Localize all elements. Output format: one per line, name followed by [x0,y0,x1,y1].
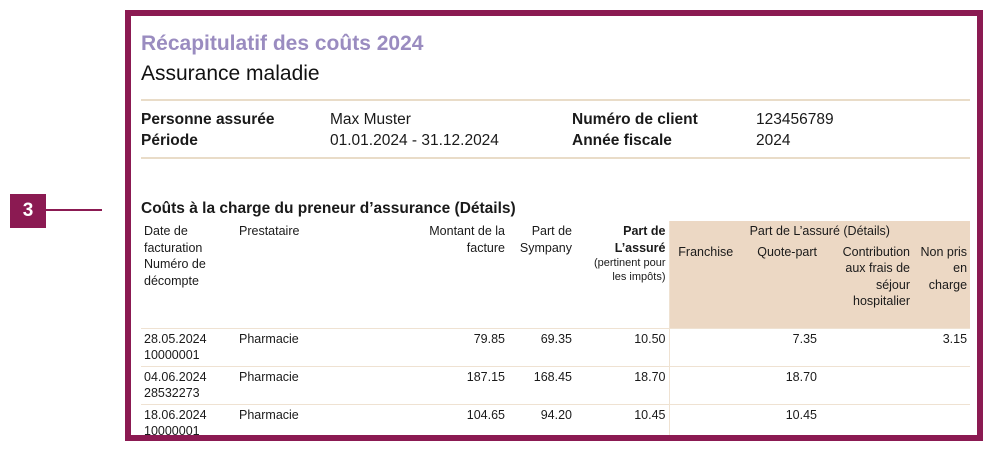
cell-sympany: 69.35 [508,327,575,366]
document-subtitle: Assurance maladie [141,62,320,85]
fiscal-year-value: 2024 [756,132,791,149]
cell-invoice: 187.15 [348,365,508,404]
header-date: Date de facturation Numéro de décompte [144,224,206,288]
cell-quote-part: 10.45 [742,403,820,435]
cell-not-covered [913,365,971,404]
cell-contribution [820,327,913,366]
table-row: 28.05.2024 10000001 Pharmacie 79.85 69.35… [141,327,971,366]
cell-quote-part: 18.70 [742,365,820,404]
table-row: 18.06.2024 10000001 Pharmacie 104.65 94.2… [141,403,971,435]
header-contribution: Contribution aux frais de séjour hospita… [820,241,913,328]
table-header-row-2: Franchise Quote-part Contribution aux fr… [141,241,971,328]
section-marker-badge: 3 [10,194,46,228]
table-header-row-1: Date de facturation Numéro de décompte P… [141,221,971,328]
costs-table: Date de facturation Numéro de décompte P… [141,221,971,435]
insured-person-value: Max Muster [330,111,411,128]
divider-top [141,99,970,101]
header-invoice-amount: Montant de la facture [429,224,505,255]
cell-insured: 10.45 [575,403,670,435]
period-label: Période [141,132,198,149]
cell-contribution [820,403,913,435]
document-title: Récapitulatif des coûts 2024 [141,32,424,55]
section-title: Coûts à la charge du preneur d’assurance… [141,200,516,217]
cell-quote-part: 7.35 [742,327,820,366]
section-marker-number: 3 [22,200,34,221]
header-insured-details-group: Part de L’assuré (Détails) [669,221,971,242]
section-marker-line [46,209,102,211]
client-number-label: Numéro de client [572,111,698,128]
cell-franchise [669,365,742,404]
cell-sympany: 94.20 [508,403,575,435]
cell-provider: Pharmacie [236,403,348,435]
table-row: 04.06.2024 28532273 Pharmacie 187.15 168.… [141,365,971,404]
header-quote-part: Quote-part [742,241,820,328]
header-provider: Prestataire [239,224,300,238]
cell-invoice: 79.85 [348,327,508,366]
client-number-value: 123456789 [756,111,834,128]
cell-date: 18.06.2024 10000001 [141,403,236,435]
header-not-covered: Non pris en charge [913,241,971,328]
cell-date: 04.06.2024 28532273 [141,365,236,404]
cell-provider: Pharmacie [236,327,348,366]
cell-franchise [669,327,742,366]
cell-not-covered: 3.15 [913,327,971,366]
cell-franchise [669,403,742,435]
cell-not-covered [913,403,971,435]
period-value: 01.01.2024 - 31.12.2024 [330,132,499,149]
cell-provider: Pharmacie [236,365,348,404]
document-frame: Récapitulatif des coûts 2024 Assurance m… [125,10,983,441]
header-franchise: Franchise [669,241,742,328]
insured-person-label: Personne assurée [141,111,275,128]
cell-contribution [820,365,913,404]
header-sympany-share: Part de Sympany [519,224,572,255]
cell-date: 28.05.2024 10000001 [141,327,236,366]
cell-insured: 18.70 [575,365,670,404]
cell-sympany: 168.45 [508,365,575,404]
header-insured-share: Part de L’assuré (pertinent pour les imp… [575,221,670,328]
divider-bottom [141,157,970,159]
cell-invoice: 104.65 [348,403,508,435]
cell-insured: 10.50 [575,327,670,366]
fiscal-year-label: Année fiscale [572,132,672,149]
